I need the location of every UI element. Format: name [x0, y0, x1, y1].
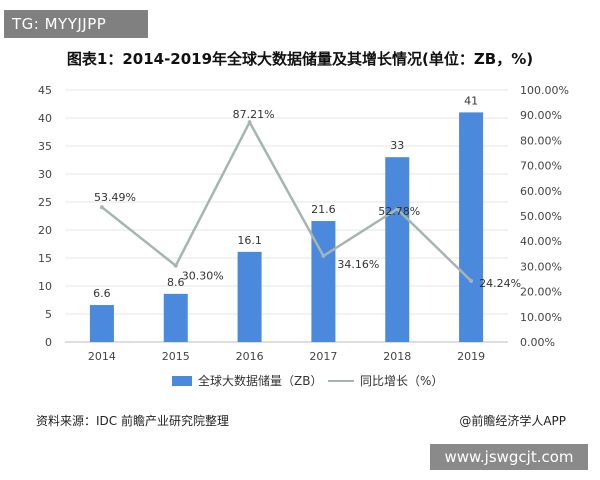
x-tick-label: 2014 [88, 350, 116, 363]
growth-line [101, 119, 472, 282]
y-right-tick-label: 20.00% [520, 286, 562, 299]
y-right-tick-label: 50.00% [520, 210, 562, 223]
bar-data-label: 41 [464, 94, 478, 107]
y-right-tick-label: 80.00% [520, 134, 562, 147]
bar-data-label: 8.6 [167, 276, 185, 289]
bar [237, 251, 262, 342]
x-tick-label: 2018 [383, 350, 411, 363]
growth-point [247, 120, 252, 125]
x-tick-label: 2017 [309, 350, 337, 363]
growth-data-label: 24.24% [479, 277, 521, 290]
growth-data-label: 87.21% [233, 108, 275, 121]
y-left-tick-label: 20 [38, 224, 52, 237]
growth-data-label: 53.49% [94, 191, 136, 204]
bar-data-label: 16.1 [237, 234, 262, 247]
site-label: www.jswgcjt.com [430, 444, 588, 470]
watermark-tag: TG: MYYJJPP [4, 10, 148, 38]
bar [385, 157, 410, 342]
y-right-tick-label: 30.00% [520, 260, 562, 273]
y-left-tick-label: 30 [38, 168, 52, 181]
growth-data-label: 30.30% [182, 270, 224, 283]
bar [163, 293, 188, 342]
legend-item-storage: 全球大数据储量（ZB） [172, 372, 322, 389]
y-right-tick-label: 10.00% [520, 311, 562, 324]
credit-note: @前瞻经济学人APP [459, 414, 566, 428]
y-left-tick-label: 45 [38, 84, 52, 97]
x-tick-label: 2015 [162, 350, 190, 363]
legend-label-growth: 同比增长（%） [360, 374, 444, 388]
y-left-tick-label: 10 [38, 280, 52, 293]
chart-title: 图表1：2014-2019年全球大数据储量及其增长情况(单位：ZB，%) [66, 50, 534, 68]
growth-data-label: 34.16% [337, 258, 379, 271]
bar [89, 305, 114, 342]
growth-point [469, 278, 474, 283]
y-right-tick-label: 100.00% [520, 84, 569, 97]
bar [459, 112, 484, 343]
x-tick-label: 2016 [236, 350, 264, 363]
y-left-tick-label: 15 [38, 252, 52, 265]
growth-point [99, 205, 104, 210]
legend-swatch-bar [172, 375, 192, 386]
growth-data-label: 52.78% [378, 205, 420, 218]
growth-point [173, 263, 178, 268]
y-left-tick-label: 0 [45, 336, 52, 349]
y-right-tick-label: 40.00% [520, 235, 562, 248]
legend-item-growth: 同比增长（%） [328, 372, 443, 389]
y-left-tick-label: 5 [45, 308, 52, 321]
y-right-tick-label: 90.00% [520, 109, 562, 122]
y-right-tick-label: 0.00% [520, 336, 555, 349]
growth-point [321, 253, 326, 258]
y-right-tick-label: 60.00% [520, 185, 562, 198]
bar-data-label: 33 [390, 139, 404, 152]
y-left-tick-label: 35 [38, 140, 52, 153]
y-left-tick-label: 40 [38, 112, 52, 125]
legend-label-storage: 全球大数据储量（ZB） [198, 374, 323, 388]
bar-data-label: 6.6 [93, 287, 111, 300]
x-tick-label: 2019 [457, 350, 485, 363]
y-left-tick-label: 25 [38, 196, 52, 209]
source-note: 资料来源：IDC 前瞻产业研究院整理 [36, 414, 229, 428]
legend-swatch-line [328, 379, 354, 382]
bar-data-label: 21.6 [311, 203, 336, 216]
growth-point [395, 206, 400, 211]
y-right-tick-label: 70.00% [520, 160, 562, 173]
